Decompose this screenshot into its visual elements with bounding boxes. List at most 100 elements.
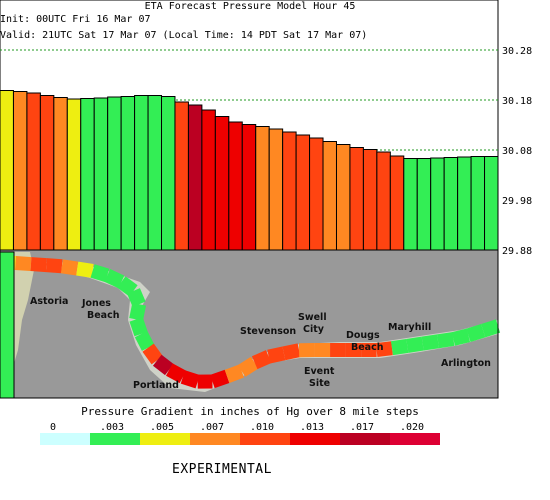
legend-swatch — [190, 433, 240, 445]
pressure-bar — [309, 137, 324, 251]
gradient-segment — [237, 356, 259, 377]
pressure-bar — [66, 98, 82, 251]
gradient-segment — [451, 328, 471, 346]
pressure-bar — [174, 101, 189, 251]
place-label: Astoria — [30, 296, 68, 307]
gradient-segment — [15, 256, 32, 272]
gradient-segment — [267, 346, 286, 364]
legend-swatch — [240, 433, 290, 445]
legend-swatch — [290, 433, 340, 445]
gradient-segment — [152, 354, 174, 376]
pressure-bar — [362, 149, 378, 251]
gradient-segment — [134, 330, 155, 351]
pressure-bar — [161, 96, 176, 251]
map-frame — [0, 249, 499, 399]
legend-label: .013 — [300, 422, 324, 433]
experimental-label: EXPERIMENTAL — [172, 462, 272, 477]
valid-time: Valid: 21UTC Sat 17 Mar 07 (Local Time: … — [0, 30, 368, 41]
legend-swatch — [90, 433, 140, 445]
pressure-bar — [470, 156, 486, 251]
gradient-segment — [224, 364, 245, 383]
legend-label: .020 — [400, 422, 424, 433]
gradient-segment — [180, 370, 200, 389]
gradient-segment — [466, 323, 486, 343]
init-time: Init: 00UTC Fri 16 Mar 07 — [0, 14, 151, 25]
legend-swatch — [40, 433, 90, 445]
legend-label: 0 — [50, 422, 56, 433]
gradient-segment — [45, 258, 63, 274]
gradient-segment — [0, 251, 15, 399]
pressure-bar — [335, 144, 351, 251]
legend-label: .005 — [150, 422, 174, 433]
legend-title: Pressure Gradient in inches of Hg over 8… — [81, 405, 419, 418]
legend-label: .010 — [250, 422, 274, 433]
legend-label: .017 — [350, 422, 374, 433]
place-label: Jones Beach — [81, 298, 120, 321]
legend-label: .003 — [100, 422, 124, 433]
pressure-bar — [349, 147, 364, 251]
legend-swatch — [390, 433, 440, 445]
gradient-segment — [142, 343, 163, 365]
gradient-segment — [251, 350, 272, 370]
gradient-track — [0, 251, 501, 399]
pressure-bar — [12, 91, 28, 251]
pressure-bar — [457, 156, 472, 251]
place-label: Swell City — [298, 312, 327, 335]
pressure-bar — [107, 96, 122, 251]
pressure-bar — [214, 116, 230, 251]
pressure-bar — [295, 134, 311, 251]
gradient-segment — [375, 341, 393, 357]
pressure-bar — [416, 158, 432, 251]
place-label: Stevenson — [240, 326, 296, 337]
pressure-bar — [147, 95, 163, 251]
pressure-bar — [39, 95, 55, 251]
gradient-segment — [30, 257, 47, 273]
pressure-bar — [241, 124, 257, 251]
gradient-segment — [127, 288, 146, 307]
place-label: Maryhill — [388, 322, 431, 333]
gradient-segment — [436, 332, 455, 349]
legend-swatch — [340, 433, 390, 445]
gradient-segment — [60, 259, 79, 276]
place-label: Dougs Beach — [346, 330, 384, 353]
pressure-bar — [376, 151, 391, 251]
gradient-segment — [481, 319, 501, 338]
pressure-bar — [0, 90, 14, 251]
chart-title: ETA Forecast Pressure Model Hour 45 — [144, 1, 356, 12]
pressure-bar — [53, 97, 68, 251]
pressure-bar — [201, 109, 216, 251]
gradient-segment — [210, 369, 230, 389]
pressure-bar — [282, 131, 297, 251]
y-tick-label: 29.88 — [502, 246, 532, 257]
pressure-bar — [268, 128, 284, 251]
pressure-bar — [120, 96, 136, 251]
y-tick-label: 30.08 — [502, 146, 532, 157]
legend-swatch — [140, 433, 190, 445]
legend-label: .007 — [200, 422, 224, 433]
pressure-bar — [93, 97, 109, 251]
gradient-segment — [90, 264, 110, 283]
gradient-segment — [117, 276, 138, 297]
pressure-bar — [322, 141, 337, 251]
gradient-segment — [129, 302, 147, 321]
gradient-segment — [421, 334, 440, 351]
pressure-bar — [134, 95, 149, 251]
pressure-bar — [228, 121, 243, 251]
gradient-segment — [76, 261, 94, 278]
y-tick-label: 30.18 — [502, 96, 532, 107]
pressure-bar — [255, 126, 270, 251]
place-label: Event Site — [304, 366, 335, 389]
pressure-bar — [389, 155, 405, 251]
pressure-bar — [430, 157, 445, 251]
pressure-bar — [484, 156, 499, 251]
place-label: Portland — [133, 380, 179, 391]
bars — [0, 90, 499, 251]
pressure-bar — [80, 98, 95, 251]
y-tick-label: 30.28 — [502, 46, 532, 57]
gradient-segment — [282, 343, 301, 361]
y-tick-labels: 30.28 30.18 30.08 29.98 29.88 — [502, 46, 532, 257]
gradient-segment — [390, 338, 409, 356]
pressure-bar — [26, 92, 41, 251]
